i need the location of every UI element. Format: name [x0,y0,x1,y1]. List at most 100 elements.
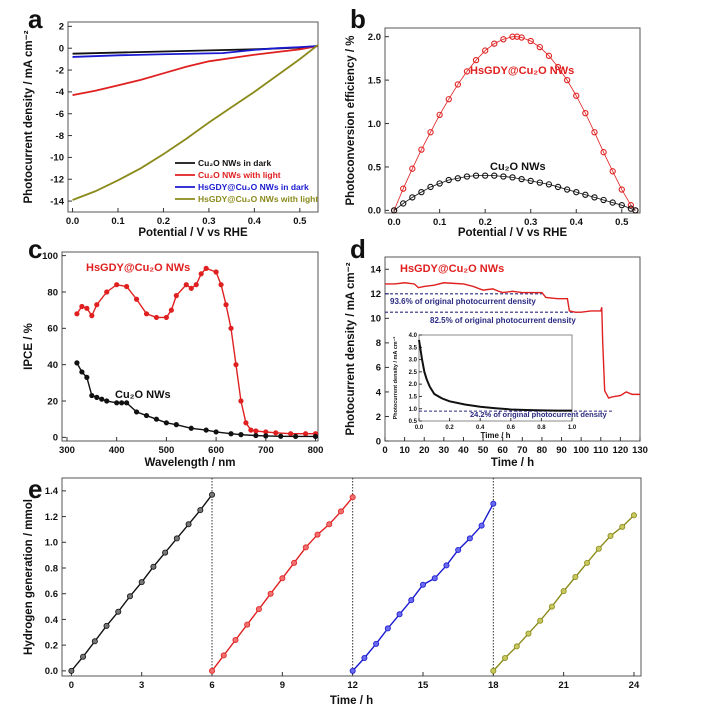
data-point [455,547,462,554]
data-point [74,360,80,366]
data-point [445,96,452,103]
data-point [238,398,244,404]
data-point [591,129,598,136]
data-point [618,202,625,209]
annotation: 24.2% of original photocurrent density [470,410,608,419]
data-point [463,68,471,75]
data-point [228,431,234,437]
data-point [491,40,498,47]
data-point [74,311,80,317]
data-point [618,186,625,193]
y-tick-label: 60 [47,324,58,335]
data-point [466,535,473,542]
data-point [349,667,356,674]
data-point [288,431,294,437]
data-point [124,283,130,290]
data-point [572,574,579,581]
y-tick-label: 1.0 [409,407,418,413]
series-3 [72,44,319,201]
y-tick-label: 10 [370,314,381,325]
data-point [293,433,299,440]
x-tick-label: 0.0 [415,425,424,431]
x-tick-label: 0.4 [476,425,485,431]
panel-letter: a [28,4,43,34]
data-point [500,173,507,180]
data-point [84,374,90,380]
x-tick-label: 800 [308,445,324,456]
data-point [302,431,309,437]
legend-label: Cu₂O NWs with light [198,170,281,180]
data-point [119,400,125,406]
x-tick-label: 80 [537,445,548,456]
y-tick-label: -14 [50,196,64,207]
series-0 [385,282,640,399]
y-tick-label: 14 [370,265,381,276]
data-point [537,617,544,624]
x-tick-label: 400 [109,445,125,456]
data-point [124,400,130,406]
data-point [232,637,239,644]
y-tick-label: 2.0 [368,32,381,43]
x-tick-label: 9 [280,680,285,691]
data-point [361,655,368,662]
y-tick-label: 100 [42,251,58,262]
x-tick-label: 0.3 [524,217,537,228]
x-tick-label: 30 [439,445,450,456]
data-point [228,325,234,331]
data-point [509,174,516,181]
x-axis-label: Potential / V vs RHE [138,227,248,239]
data-point [373,640,380,647]
x-tick-label: 500 [158,445,174,456]
data-point [513,643,520,650]
series-1 [209,494,356,674]
x-tick-label: 700 [258,445,274,456]
series-2 [72,45,319,58]
data-point [203,265,209,271]
data-point [248,427,254,433]
y-tick-label: 4.0 [409,333,418,339]
y-axis-label: Hydrogen generation / mmol [23,499,35,655]
x-tick-label: 0 [69,680,74,691]
data-point [337,508,344,515]
x-tick-label: 90 [556,445,567,456]
data-point [218,282,224,288]
y-tick-label: 0 [376,436,381,447]
data-point [536,43,543,51]
data-point [573,189,580,196]
x-axis-label: Time / h [330,695,373,707]
y-tick-label: 80 [47,287,58,298]
data-point [255,606,262,613]
series-3 [490,512,637,674]
data-point [104,398,110,404]
data-point [133,296,140,302]
x-tick-label: 40 [458,445,469,456]
data-point [490,667,497,674]
data-point [419,581,426,588]
y-tick-label: 0.0 [45,666,58,677]
data-point [115,608,122,615]
data-point [563,76,571,84]
data-point [527,177,534,185]
y-tick-label: 3.5 [409,345,418,351]
data-point [409,165,416,172]
inset-chart: 0.0 0.2 0.4 0.6 0.8 1.0 0.5 1.0 1.5 2.0 2.5 3.0 3.5 4… [392,333,612,440]
data-point [418,189,425,196]
series-line [385,282,640,399]
data-point [525,630,532,637]
data-point [536,179,543,186]
data-point [103,622,110,629]
data-point [472,56,480,64]
x-tick-label: 0.0 [66,216,79,227]
data-point [173,293,179,299]
data-point [89,313,95,319]
data-point [445,176,452,184]
plot-frame [418,334,573,422]
series-line [72,45,319,97]
data-point [500,36,507,43]
data-point [273,430,279,436]
plot-frame [61,251,319,442]
data-point [482,172,489,179]
data-point [220,652,227,659]
y-tick-label: 1.5 [368,75,382,86]
